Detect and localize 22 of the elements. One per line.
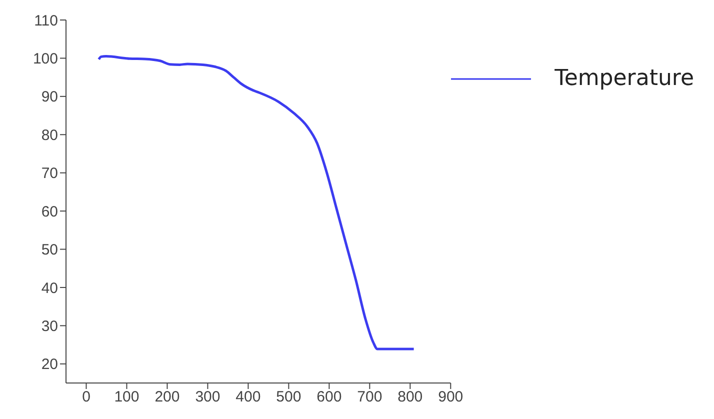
x-tick-label: 0 [82, 388, 90, 406]
legend-label: Temperature [554, 66, 694, 91]
y-tick-label: 60 [41, 203, 58, 220]
line-series [98, 55, 416, 350]
y-tick-label: 110 [34, 12, 58, 30]
x-tick-label: 200 [154, 388, 180, 406]
y-tick-label: 80 [41, 126, 58, 144]
x-tick-label: 400 [236, 388, 261, 406]
x-tick-label: 100 [114, 388, 140, 406]
x-tick-label: 900 [438, 388, 464, 406]
y-tick-label: 40 [41, 280, 58, 297]
y-tick-label: 70 [41, 165, 58, 182]
x-tick-label: 300 [195, 388, 220, 406]
x-tick-label: 700 [357, 388, 382, 406]
x-tick-label: 500 [276, 388, 302, 406]
x-tick-label: 600 [316, 388, 342, 406]
x-tick-label: 800 [398, 388, 423, 406]
y-tick-label: 30 [41, 318, 58, 336]
y-tick-label: 100 [32, 50, 58, 68]
y-tick-label: 90 [41, 88, 58, 106]
y-tick-label: 20 [41, 356, 58, 374]
y-tick-label: 50 [41, 242, 58, 259]
